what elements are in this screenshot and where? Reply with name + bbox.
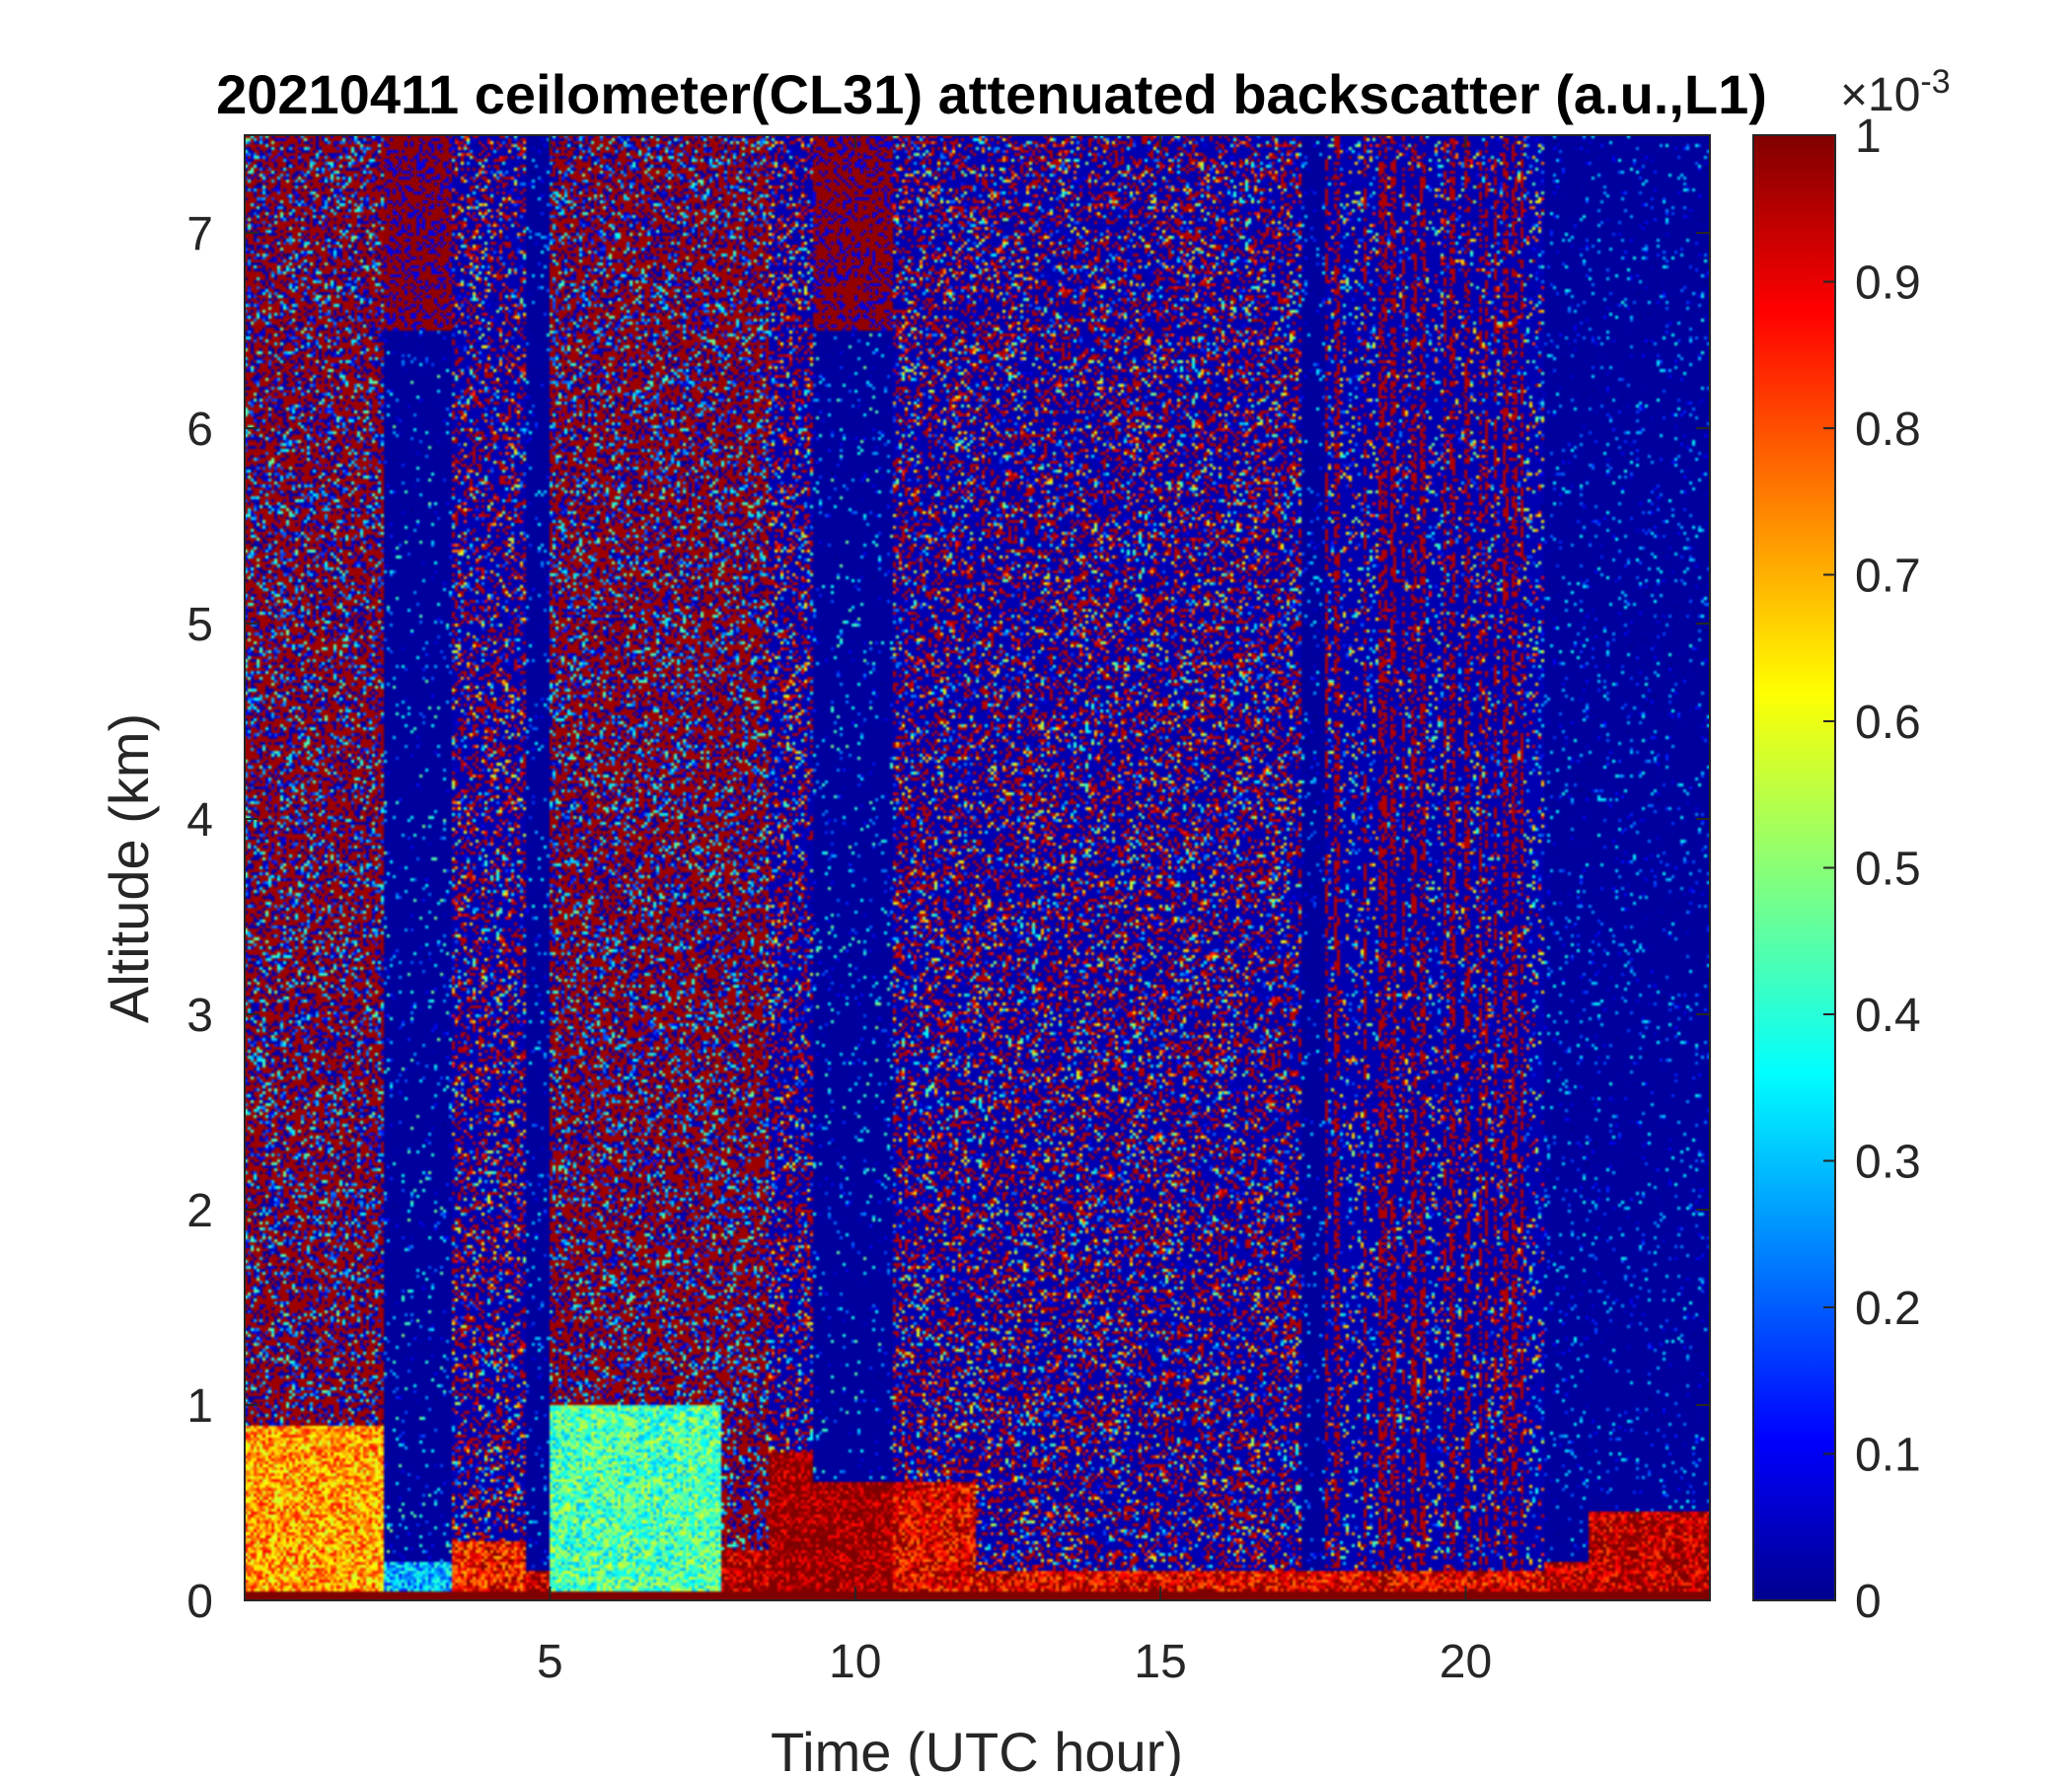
y-tick-label: 7 bbox=[186, 208, 213, 260]
x-tick-label: 10 bbox=[829, 1636, 881, 1688]
y-tick-label: 6 bbox=[186, 404, 213, 456]
y-tick-label: 0 bbox=[186, 1576, 213, 1628]
y-axis-ticks: 0 1 2 3 4 5 6 7 bbox=[186, 208, 1710, 1628]
colorbar-tick-label: 1 bbox=[1855, 111, 1882, 163]
x-axis-ticks: 5 10 15 20 bbox=[537, 135, 1492, 1688]
y-tick-label: 5 bbox=[186, 599, 213, 651]
colorbar-ticks: 0 0.1 0.2 0.3 0.4 0.5 0.6 0.7 0.8 0.9 1 bbox=[1823, 111, 1921, 1628]
colorbar-tick-label: 0 bbox=[1855, 1576, 1882, 1628]
y-tick-label: 3 bbox=[186, 990, 213, 1042]
colorbar-exponent-base: ×10 bbox=[1840, 69, 1920, 121]
colorbar-exponent-power: -3 bbox=[1920, 63, 1950, 101]
colorbar-exponent: ×10-3 bbox=[1840, 63, 1951, 121]
colorbar bbox=[1752, 134, 1836, 1601]
plot-frame bbox=[244, 134, 1711, 1601]
x-axis-label: Time (UTC hour) bbox=[771, 1721, 1183, 1776]
colorbar-tick-label: 0.8 bbox=[1855, 404, 1921, 456]
y-tick-label: 1 bbox=[186, 1380, 213, 1433]
y-tick-label: 2 bbox=[186, 1185, 213, 1237]
colorbar-tick-label: 0.9 bbox=[1855, 258, 1921, 310]
colorbar-tick-label: 0.2 bbox=[1855, 1283, 1921, 1335]
colorbar-tick-label: 0.3 bbox=[1855, 1137, 1921, 1189]
x-tick-label: 5 bbox=[537, 1636, 563, 1688]
y-axis-label: Altitude (km) bbox=[98, 713, 160, 1023]
y-tick-label: 4 bbox=[186, 794, 213, 847]
colorbar-tick-label: 0.1 bbox=[1855, 1430, 1921, 1482]
colorbar-tick-label: 0.4 bbox=[1855, 990, 1921, 1042]
colorbar-tick-label: 0.7 bbox=[1855, 551, 1921, 603]
colorbar-tick-label: 0.5 bbox=[1855, 844, 1921, 896]
x-tick-label: 20 bbox=[1440, 1636, 1492, 1688]
chart-title: 20210411 ceilometer(CL31) attenuated bac… bbox=[216, 63, 1767, 125]
backscatter-heatmap bbox=[245, 135, 1710, 1600]
colorbar-tick-label: 0.6 bbox=[1855, 697, 1921, 749]
x-tick-label: 15 bbox=[1134, 1636, 1186, 1688]
